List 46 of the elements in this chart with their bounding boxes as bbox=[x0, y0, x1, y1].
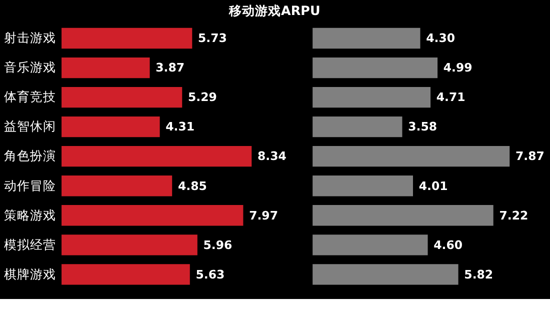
bar bbox=[62, 234, 198, 256]
bar bbox=[62, 86, 182, 108]
y-tick-label: 动作冒险 bbox=[4, 178, 56, 193]
data-label: 4.30 bbox=[426, 31, 456, 46]
data-label: 7.22 bbox=[499, 208, 528, 222]
bar bbox=[62, 176, 172, 196]
bar bbox=[62, 57, 150, 78]
data-label: 7.87 bbox=[515, 149, 544, 164]
chart-title: 移动游戏ARPU bbox=[228, 3, 320, 18]
bar bbox=[62, 205, 244, 226]
bar bbox=[62, 116, 160, 138]
y-tick-label: 音乐游戏 bbox=[4, 60, 56, 75]
bar bbox=[62, 146, 252, 167]
data-label: 3.58 bbox=[408, 120, 438, 134]
data-label: 5.29 bbox=[188, 90, 217, 104]
bar bbox=[312, 234, 428, 256]
data-label: 4.01 bbox=[418, 178, 448, 193]
y-tick-label: 体育竞技 bbox=[4, 89, 56, 104]
data-label: 4.99 bbox=[443, 60, 472, 75]
y-tick-label: 棋牌游戏 bbox=[4, 266, 56, 282]
data-label: 4.31 bbox=[166, 120, 195, 134]
y-tick-label: 策略游戏 bbox=[4, 207, 56, 222]
bar bbox=[312, 146, 510, 167]
bar bbox=[62, 28, 192, 49]
data-label: 7.97 bbox=[249, 208, 278, 222]
y-tick-label: 模拟经营 bbox=[4, 236, 56, 252]
data-label: 4.85 bbox=[178, 178, 207, 193]
data-label: 5.82 bbox=[464, 267, 494, 282]
data-label: 4.60 bbox=[434, 238, 463, 252]
bar bbox=[312, 86, 431, 108]
data-label: 8.34 bbox=[258, 149, 286, 164]
bar bbox=[312, 28, 420, 49]
data-label: 4.71 bbox=[436, 90, 466, 104]
data-label: 5.63 bbox=[196, 267, 225, 282]
bar bbox=[62, 264, 190, 285]
y-tick-label: 射击游戏 bbox=[4, 30, 56, 46]
bar bbox=[312, 176, 413, 196]
bar bbox=[312, 116, 402, 138]
bar bbox=[312, 205, 494, 226]
data-label: 5.73 bbox=[198, 31, 227, 46]
data-label: 3.87 bbox=[156, 60, 185, 75]
bar bbox=[312, 264, 458, 285]
y-tick-label: 益智休闲 bbox=[4, 118, 56, 134]
bar bbox=[312, 57, 438, 78]
y-tick-label: 角色扮演 bbox=[4, 148, 56, 164]
data-label: 5.96 bbox=[203, 238, 232, 252]
